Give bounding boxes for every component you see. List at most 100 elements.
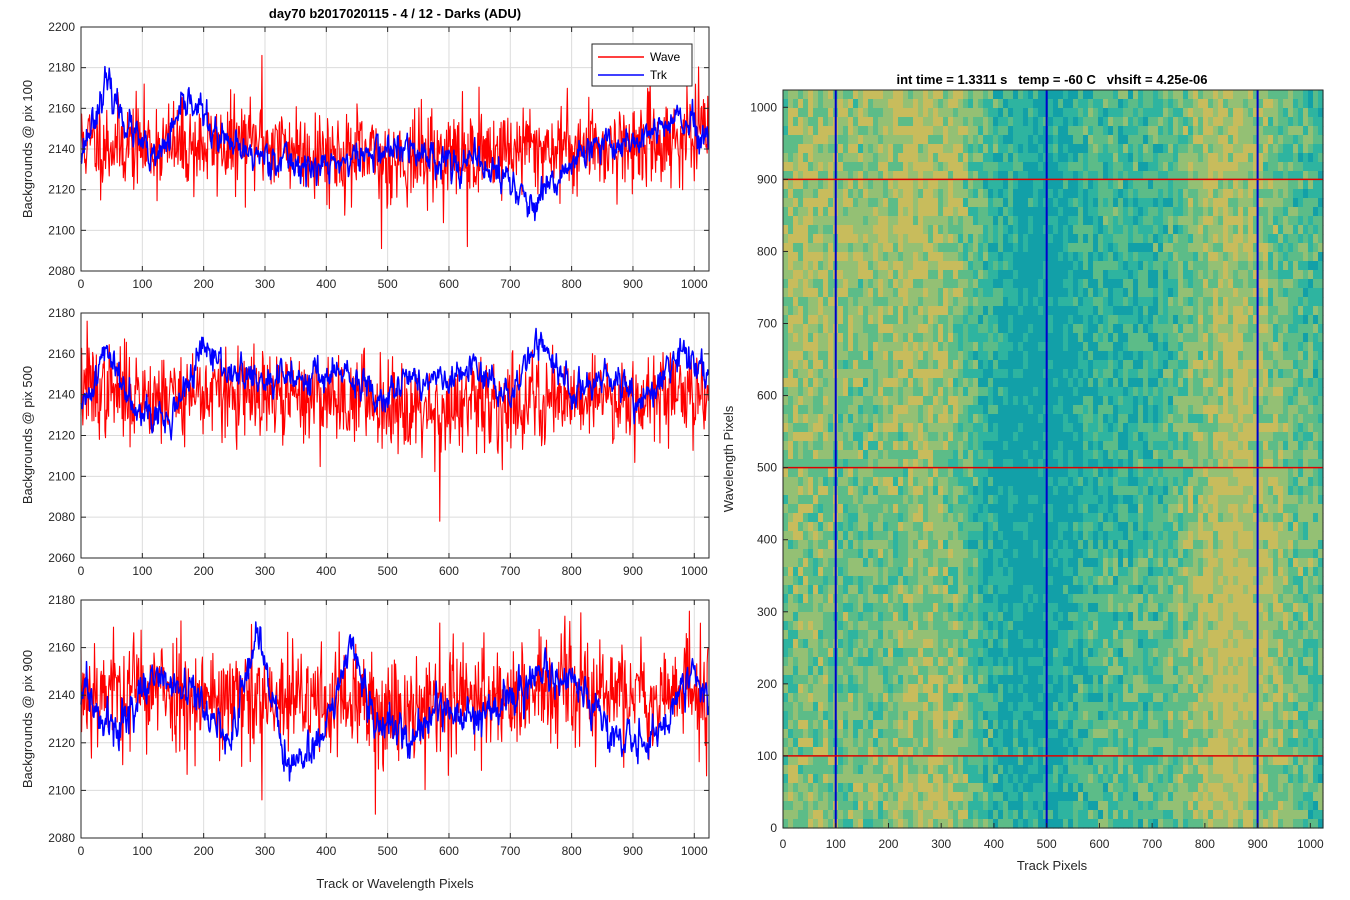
heatmap-cell xyxy=(983,540,989,550)
heatmap-cell xyxy=(953,666,959,676)
heatmap-cell xyxy=(993,675,999,685)
heatmap-cell xyxy=(848,360,854,370)
heatmap-cell xyxy=(948,441,954,451)
heatmap-cell xyxy=(1013,378,1019,388)
heatmap-cell xyxy=(848,252,854,262)
heatmap-cell xyxy=(928,369,934,379)
heatmap-cell xyxy=(803,513,809,523)
heatmap-cell xyxy=(818,576,824,586)
heatmap-cell xyxy=(978,504,984,514)
heatmap-cell xyxy=(1033,783,1039,793)
heatmap-cell xyxy=(848,396,854,406)
heatmap-cell xyxy=(818,171,824,181)
x-tick-label: 500 xyxy=(378,277,398,291)
heatmap-cell xyxy=(1048,468,1054,478)
line-plot-pix-100: 0 100 200 300 400 500 600 700 800 900 100020802100… xyxy=(20,20,710,291)
heatmap-cell xyxy=(848,531,854,541)
heatmap-cell xyxy=(953,423,959,433)
heatmap-cell xyxy=(903,432,909,442)
heatmap-cell xyxy=(898,378,904,388)
heatmap-cell xyxy=(818,810,824,820)
heatmap-cell xyxy=(953,522,959,532)
heatmap-cell xyxy=(1003,549,1009,559)
heatmap-cell xyxy=(788,171,794,181)
heatmap-cell xyxy=(933,405,939,415)
heatmap-cell xyxy=(933,378,939,388)
heatmap-cell xyxy=(798,351,804,361)
y-tick-label: 2100 xyxy=(48,223,75,237)
heatmap-cell xyxy=(838,126,844,136)
heatmap-cell xyxy=(903,297,909,307)
heatmap-cell xyxy=(1018,693,1024,703)
heatmap-cell xyxy=(818,612,824,622)
heatmap-cell xyxy=(828,738,834,748)
heatmap-cell xyxy=(1068,657,1074,667)
heatmap-cell xyxy=(1023,387,1029,397)
heatmap-cell xyxy=(1023,657,1029,667)
heatmap-cell xyxy=(798,639,804,649)
heatmap-cell xyxy=(1023,774,1029,784)
heatmap-cell xyxy=(863,99,869,109)
heatmap-cell xyxy=(958,234,964,244)
heatmap-cell xyxy=(943,297,949,307)
heatmap-cell xyxy=(783,396,789,406)
heatmap-cell xyxy=(963,540,969,550)
heatmap-cell xyxy=(843,261,849,271)
heatmap-cell xyxy=(838,153,844,163)
heatmap-cell xyxy=(1033,567,1039,577)
heatmap-cell xyxy=(808,198,814,208)
heatmap-cell xyxy=(943,558,949,568)
heatmap-cell xyxy=(968,252,974,262)
heatmap-cell xyxy=(848,207,854,217)
heatmap-cell xyxy=(813,657,819,667)
heatmap-cell xyxy=(908,315,914,325)
heatmap-cell xyxy=(1068,270,1074,280)
heatmap-cell xyxy=(1073,117,1079,127)
heatmap-cell xyxy=(798,567,804,577)
heatmap-cell xyxy=(803,558,809,568)
heatmap-cell xyxy=(943,648,949,658)
heatmap-cell xyxy=(903,603,909,613)
heatmap-cell xyxy=(808,783,814,793)
heatmap-cell xyxy=(843,126,849,136)
heatmap-cell xyxy=(928,558,934,568)
heatmap-cell xyxy=(978,801,984,811)
heatmap-cell xyxy=(983,747,989,757)
heatmap-cell xyxy=(943,396,949,406)
heatmap-cell xyxy=(828,540,834,550)
heatmap-cell xyxy=(1003,396,1009,406)
heatmap-cell xyxy=(818,405,824,415)
heatmap-cell xyxy=(973,342,979,352)
heatmap-cell xyxy=(883,585,889,595)
heatmap-cell xyxy=(1013,396,1019,406)
heatmap-cell xyxy=(993,639,999,649)
heatmap-cell xyxy=(898,522,904,532)
heatmap-cell xyxy=(858,495,864,505)
heatmap-cell xyxy=(1033,738,1039,748)
heatmap-cell xyxy=(928,693,934,703)
heatmap-cell xyxy=(868,468,874,478)
heatmap-cell xyxy=(828,630,834,640)
heatmap-cell xyxy=(968,783,974,793)
heatmap-cell xyxy=(798,585,804,595)
heatmap-cell xyxy=(963,756,969,766)
heatmap-cell xyxy=(798,729,804,739)
heatmap-cell xyxy=(863,351,869,361)
heatmap-cell xyxy=(1018,243,1024,253)
heatmap-cell xyxy=(938,639,944,649)
heatmap-cell xyxy=(823,594,829,604)
heatmap-cell xyxy=(878,207,884,217)
heatmap-cell xyxy=(1008,684,1014,694)
heatmap-cell xyxy=(993,648,999,658)
heatmap-cell xyxy=(1018,234,1024,244)
heatmap-cell xyxy=(873,261,879,271)
heatmap-cell xyxy=(1033,684,1039,694)
heatmap-cell xyxy=(908,747,914,757)
heatmap-cell xyxy=(793,819,799,829)
heatmap-cell xyxy=(863,288,869,298)
heatmap-cell xyxy=(933,306,939,316)
heatmap-cell xyxy=(853,441,859,451)
heatmap-cell xyxy=(1068,387,1074,397)
heatmap-cell xyxy=(908,387,914,397)
heatmap-cell xyxy=(1058,801,1064,811)
